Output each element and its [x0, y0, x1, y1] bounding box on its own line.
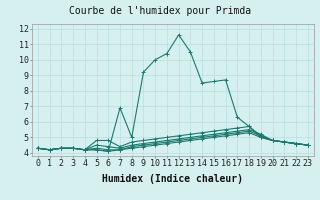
Text: Courbe de l'humidex pour Primda: Courbe de l'humidex pour Primda — [69, 6, 251, 16]
X-axis label: Humidex (Indice chaleur): Humidex (Indice chaleur) — [102, 174, 243, 184]
